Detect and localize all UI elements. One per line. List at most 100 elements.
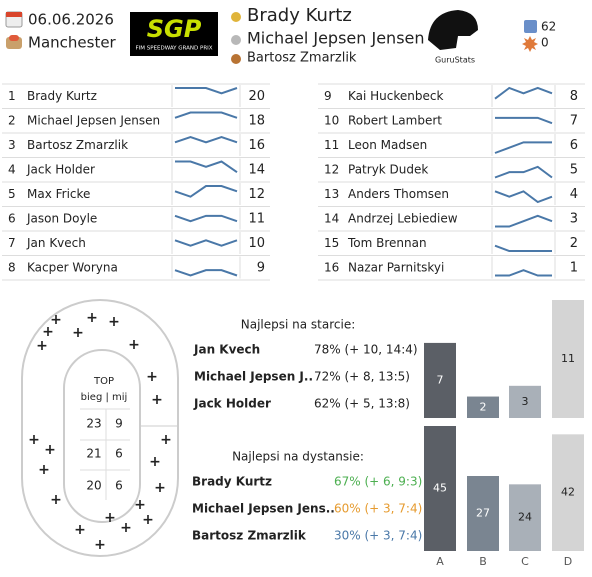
points: 11 — [248, 212, 265, 227]
best-name: Brady Kurtz — [192, 475, 272, 489]
svg-text:+: + — [74, 522, 86, 538]
svg-text:+: + — [128, 337, 140, 353]
svg-text:+: + — [28, 432, 40, 448]
rider-name: Kacper Woryna — [27, 261, 118, 275]
best-value: 72% (+ 8, 13:5) — [314, 370, 410, 384]
best-value: 78% (+ 10, 14:4) — [314, 343, 418, 357]
rank: 1 — [8, 89, 16, 103]
sparkline — [174, 185, 238, 198]
best-name: Michael Jepsen J.. — [194, 370, 313, 384]
gate-bar — [509, 385, 541, 418]
rider-name: Jack Holder — [26, 163, 95, 177]
track-heat: 23 — [86, 417, 101, 431]
helmet-icon — [428, 10, 478, 50]
best-value: 67% (+ 6, 9:3) — [334, 475, 422, 489]
gate-bar — [509, 484, 541, 551]
rank: 9 — [324, 89, 332, 103]
svg-text:+: + — [44, 442, 56, 458]
svg-text:+: + — [160, 432, 172, 448]
gate-bar-label: 24 — [518, 511, 532, 524]
rank: 13 — [324, 187, 339, 201]
points: 12 — [248, 187, 265, 202]
rider-name: Andrzej Lebiediew — [348, 212, 458, 226]
sparkline — [175, 87, 238, 95]
sparkline — [495, 116, 553, 125]
svg-text:+: + — [42, 324, 54, 340]
rank: 15 — [324, 236, 339, 250]
points: 7 — [570, 114, 578, 129]
best-value: 60% (+ 3, 7:4) — [334, 502, 422, 516]
gate-bar — [552, 434, 584, 551]
points: 4 — [570, 187, 578, 202]
rider-name: Anders Thomsen — [348, 187, 449, 201]
calendar-icon — [5, 11, 23, 28]
gate-bar-label: 3 — [522, 395, 529, 408]
sparkline — [174, 239, 238, 247]
rider-name: Kai Huckenbeck — [348, 89, 443, 103]
gate-bar-label: 2 — [480, 400, 487, 413]
date: 06.06.2026 — [28, 11, 114, 29]
sparkline — [174, 135, 238, 144]
svg-text:+: + — [94, 537, 106, 553]
rank: 7 — [8, 236, 16, 250]
gate-bar — [424, 426, 456, 551]
rank: 14 — [324, 212, 339, 226]
gate-bar-label: 11 — [561, 352, 575, 365]
svg-text:+: + — [108, 314, 120, 330]
podium-name: Brady Kurtz — [247, 5, 352, 26]
gate-label: C — [521, 555, 529, 568]
gate-bar-label: 45 — [433, 482, 447, 495]
rider-name: Robert Lambert — [348, 114, 442, 128]
svg-text:+: + — [146, 369, 158, 385]
sparkline — [494, 141, 552, 154]
sparkline — [494, 86, 553, 100]
rank: 8 — [8, 261, 16, 275]
best-name: Michael Jepsen Jens.. — [192, 502, 335, 516]
brand: GuruStats — [435, 56, 475, 65]
best-name: Bartosz Zmarzlik — [192, 529, 307, 543]
sparkline — [495, 214, 553, 228]
svg-text:+: + — [149, 454, 161, 470]
gate-label: D — [564, 555, 572, 568]
rank: 3 — [8, 138, 16, 152]
city-icon — [6, 35, 22, 49]
stat: 0 — [541, 36, 549, 50]
sparkline — [175, 160, 238, 173]
stat-icon — [524, 20, 537, 33]
track-markers: ++ ++ + + ++ ++ ++ ++ ++ ++ ++ ++ — [28, 310, 172, 553]
best-value: 62% (+ 5, 13:8) — [314, 397, 410, 411]
rider-name: Michael Jepsen Jensen — [27, 114, 160, 128]
rank: 16 — [324, 261, 339, 275]
gate-label: B — [479, 555, 487, 568]
svg-text:+: + — [38, 462, 50, 478]
svg-text:+: + — [104, 510, 116, 526]
svg-text:+: + — [134, 497, 146, 513]
rider-name: Nazar Parnitskyi — [348, 261, 444, 275]
track-subheader: bieg | mij — [81, 392, 128, 403]
logo-brand: SGP — [147, 15, 202, 43]
svg-text:+: + — [86, 310, 98, 326]
rider-name: Bartosz Zmarzlik — [27, 138, 128, 152]
points: 14 — [248, 163, 265, 178]
sparkline — [494, 190, 553, 204]
rank: 12 — [324, 163, 339, 177]
gate-bar — [467, 396, 499, 418]
svg-text:+: + — [142, 512, 154, 528]
sparkline — [174, 214, 238, 223]
rider-name: Jan Kvech — [26, 236, 86, 250]
track-header: TOP — [93, 376, 114, 387]
gate-bar-label: 27 — [476, 507, 490, 520]
gate-bar-label: 42 — [561, 486, 575, 499]
svg-text:+: + — [120, 520, 132, 536]
gate-bar — [467, 476, 499, 551]
svg-text:+: + — [154, 480, 166, 496]
rider-name: Patryk Dudek — [348, 163, 428, 177]
section-title: Najlepsi na starcie: — [241, 318, 356, 332]
gate-bar-label: 7 — [437, 373, 444, 386]
section-title: Najlepsi na dystansie: — [232, 450, 364, 464]
svg-text:+: + — [72, 325, 84, 341]
city: Manchester — [28, 34, 117, 52]
logo-subtitle: FIM SPEEDWAY GRAND PRIX — [135, 46, 212, 52]
points: 3 — [570, 212, 578, 227]
